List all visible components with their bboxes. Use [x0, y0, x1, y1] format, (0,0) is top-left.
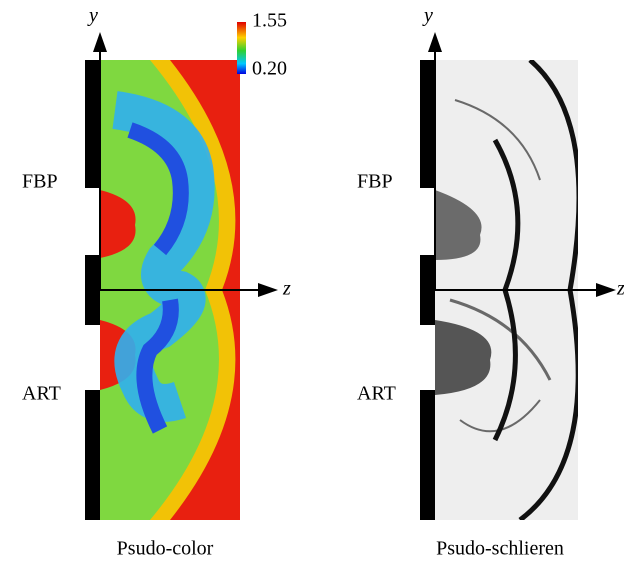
z-label: z [616, 278, 624, 300]
caption: Psudo-color [117, 538, 214, 560]
y-label: y [422, 5, 433, 27]
left-axes [99, 45, 262, 291]
colorbar-min: 0.20 [252, 58, 287, 80]
row-label: ART [22, 383, 61, 405]
right-bars [420, 60, 435, 520]
row-label: FBP [22, 171, 58, 193]
colorbar-max: 1.55 [252, 10, 287, 32]
y-label: y [87, 5, 98, 27]
z-label: z [282, 278, 291, 300]
left-bars [85, 60, 100, 520]
row-label: FBP [357, 171, 393, 193]
row-label: ART [357, 383, 396, 405]
colorbar [237, 22, 246, 74]
right-axes [434, 45, 600, 291]
caption: Psudo-schlieren [436, 538, 564, 560]
